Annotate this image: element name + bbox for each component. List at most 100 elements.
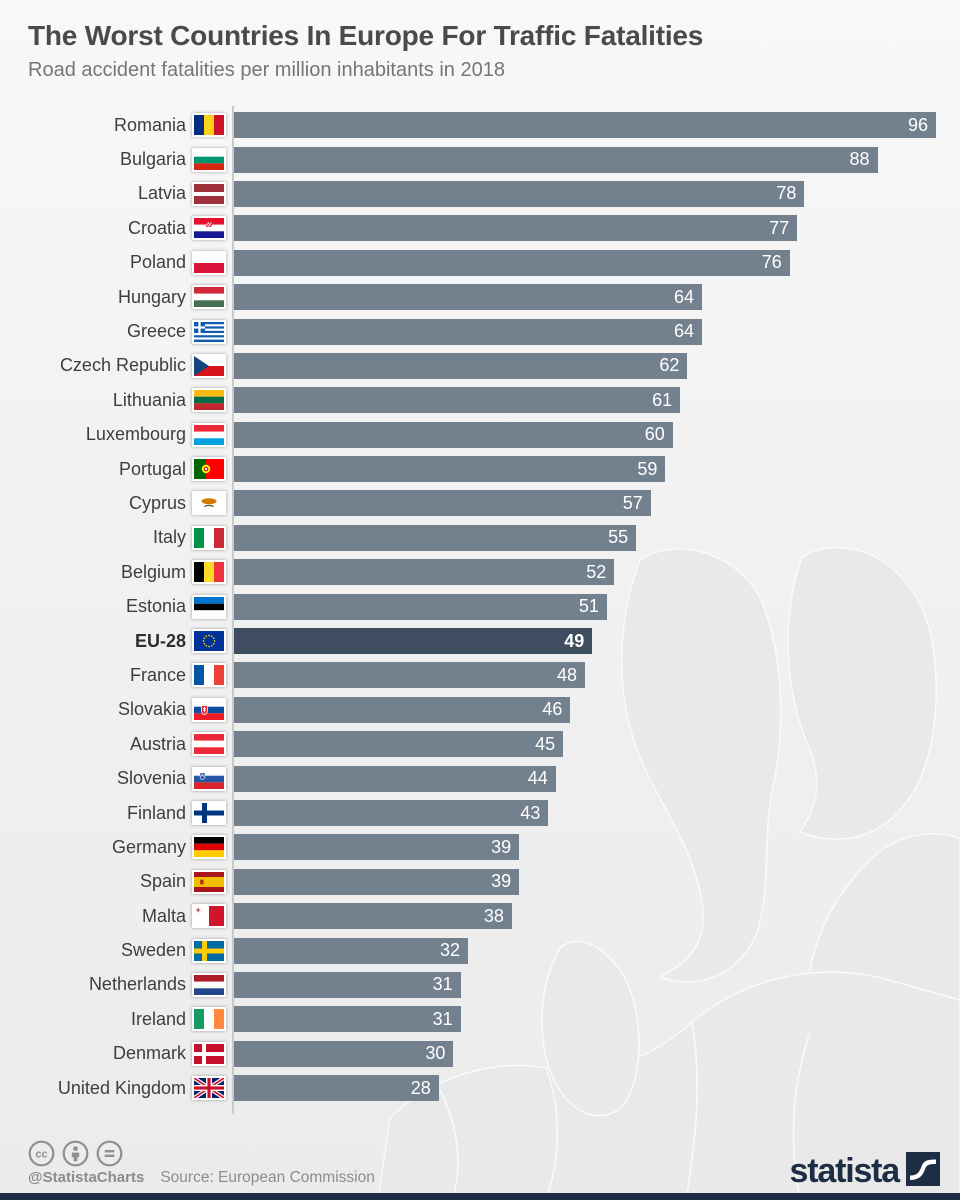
value-bar: 48 xyxy=(234,662,585,689)
country-label: Luxembourg xyxy=(85,424,186,445)
bar-zone: 76 xyxy=(234,249,790,276)
country-label: France xyxy=(129,664,186,685)
bar-zone: 64 xyxy=(234,318,702,345)
luxembourg-flag-icon xyxy=(192,422,226,447)
bar-zone: 46 xyxy=(234,696,571,723)
value-bar: 59 xyxy=(234,456,666,483)
country-label: Cyprus xyxy=(128,492,186,513)
chart-row-austria: Austria 45 xyxy=(0,727,960,761)
chart-row-spain: Spain 39 xyxy=(0,865,960,899)
value-label: 60 xyxy=(644,424,665,445)
bar-zone: 28 xyxy=(234,1075,439,1102)
value-label: 46 xyxy=(542,699,563,720)
value-bar: 64 xyxy=(234,284,702,311)
value-bar: 55 xyxy=(234,524,637,551)
european-union-flag-icon xyxy=(192,629,226,654)
country-label: Austria xyxy=(129,733,186,754)
value-bar: 30 xyxy=(234,1040,454,1067)
romania-flag-icon xyxy=(192,113,226,138)
country-label: Lithuania xyxy=(112,389,186,410)
chart-row-finland: Finland 43 xyxy=(0,796,960,830)
license-icons: cc xyxy=(28,1140,123,1167)
value-bar: 31 xyxy=(234,971,461,998)
value-label: 52 xyxy=(586,561,607,582)
chart-header: The Worst Countries In Europe For Traffi… xyxy=(28,20,703,82)
chart-row-greece: Greece 64 xyxy=(0,314,960,348)
bar-zone: 57 xyxy=(234,490,651,517)
country-label: Bulgaria xyxy=(119,149,186,170)
country-label: Denmark xyxy=(112,1043,186,1064)
value-label: 32 xyxy=(439,940,460,961)
chart-row-italy: Italy 55 xyxy=(0,521,960,555)
portugal-flag-icon xyxy=(192,457,226,482)
bar-zone: 32 xyxy=(234,937,468,964)
bar-zone: 52 xyxy=(234,559,615,586)
value-bar: 28 xyxy=(234,1075,439,1102)
chart-row-france: France 48 xyxy=(0,658,960,692)
country-label: Ireland xyxy=(130,1008,186,1029)
source-text: Source: European Commission xyxy=(160,1169,375,1186)
value-bar: 78 xyxy=(234,180,805,207)
value-bar: 64 xyxy=(234,318,702,345)
value-label: 31 xyxy=(432,1008,453,1029)
value-bar: 38 xyxy=(234,903,512,930)
chart-rows: Romania 96 Bulgaria 88 Latvia 78 Croatia xyxy=(0,108,960,1105)
hungary-flag-icon xyxy=(192,285,226,310)
chart-row-malta: Malta 38 xyxy=(0,899,960,933)
cc-icon: cc xyxy=(28,1140,55,1167)
malta-flag-icon xyxy=(192,904,226,929)
bar-zone: 61 xyxy=(234,387,681,414)
value-label: 64 xyxy=(673,321,694,342)
bar-zone: 31 xyxy=(234,1006,461,1033)
value-bar: 51 xyxy=(234,593,607,620)
bar-chart: Romania 96 Bulgaria 88 Latvia 78 Croatia xyxy=(0,106,960,1114)
value-bar: 44 xyxy=(234,765,556,792)
country-label: Malta xyxy=(141,905,186,926)
value-bar: 96 xyxy=(234,112,936,139)
bar-zone: 39 xyxy=(234,868,520,895)
country-label: Portugal xyxy=(118,458,186,479)
value-label: 78 xyxy=(776,183,797,204)
chart-row-netherlands: Netherlands 31 xyxy=(0,968,960,1002)
value-bar: 88 xyxy=(234,146,878,173)
value-label: 39 xyxy=(491,871,512,892)
bar-zone: 96 xyxy=(234,112,936,139)
greece-flag-icon xyxy=(192,319,226,344)
country-label: Latvia xyxy=(137,183,186,204)
bar-zone: 30 xyxy=(234,1040,454,1067)
chart-row-cyprus: Cyprus 57 xyxy=(0,486,960,520)
value-bar: 77 xyxy=(234,215,798,242)
bar-zone: 78 xyxy=(234,180,805,207)
chart-row-latvia: Latvia 78 xyxy=(0,177,960,211)
credit-line: @StatistaCharts Source: European Commiss… xyxy=(28,1169,375,1187)
slovakia-flag-icon xyxy=(192,697,226,722)
bar-zone: 48 xyxy=(234,662,585,689)
country-label: Netherlands xyxy=(88,974,186,995)
bar-zone: 77 xyxy=(234,215,798,242)
brand-strip xyxy=(0,1193,960,1200)
bar-zone: 45 xyxy=(234,731,564,758)
value-bar: 57 xyxy=(234,490,651,517)
chart-row-estonia: Estonia 51 xyxy=(0,589,960,623)
bar-zone: 64 xyxy=(234,284,702,311)
value-label: 39 xyxy=(491,836,512,857)
bar-zone: 43 xyxy=(234,800,549,826)
value-bar: 39 xyxy=(234,868,520,895)
chart-row-germany: Germany 39 xyxy=(0,830,960,864)
chart-row-belgium: Belgium 52 xyxy=(0,555,960,589)
bar-zone: 62 xyxy=(234,352,688,379)
chart-row-czech-republic: Czech Republic 62 xyxy=(0,349,960,383)
germany-flag-icon xyxy=(192,835,226,860)
belgium-flag-icon xyxy=(192,560,226,585)
equal-icon xyxy=(96,1140,123,1167)
country-label: Romania xyxy=(113,114,186,135)
country-label: Germany xyxy=(111,836,186,857)
country-label: Spain xyxy=(139,871,186,892)
chart-row-lithuania: Lithuania 61 xyxy=(0,383,960,417)
country-label: Hungary xyxy=(117,286,186,307)
value-label: 76 xyxy=(761,252,782,273)
value-label: 61 xyxy=(652,389,673,410)
value-label: 30 xyxy=(425,1043,446,1064)
latvia-flag-icon xyxy=(192,181,226,206)
chart-row-slovakia: Slovakia 46 xyxy=(0,693,960,727)
